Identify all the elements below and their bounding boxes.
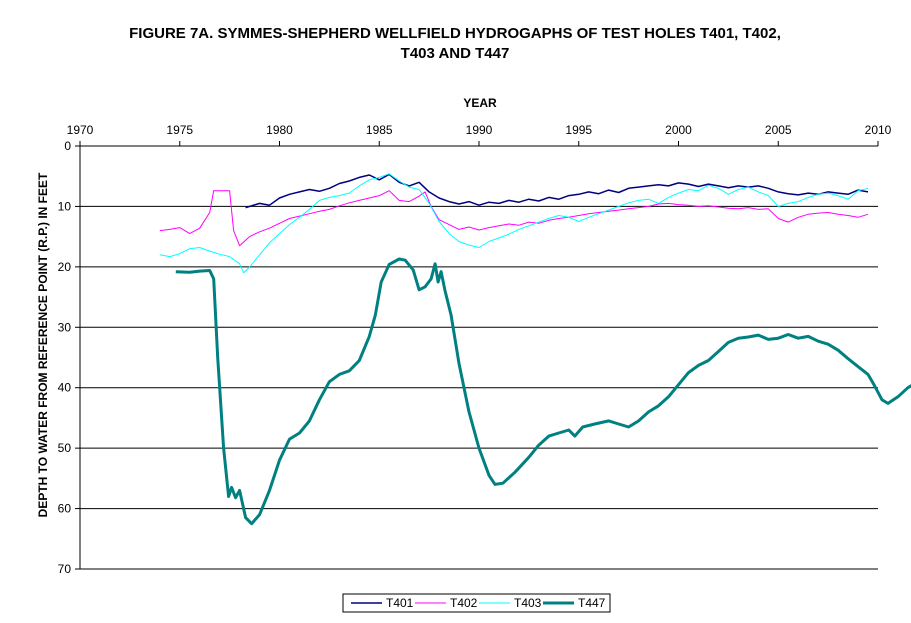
legend-label-t402: T402 — [450, 596, 478, 610]
x-tick-label: 1985 — [366, 123, 393, 137]
legend-label-t401: T401 — [386, 596, 414, 610]
series-line-t403 — [159, 173, 869, 274]
grid-lines — [80, 205, 878, 570]
y-tick-label: 60 — [58, 502, 72, 516]
y-tick-label: 20 — [58, 260, 72, 274]
legend-label-t403: T403 — [514, 596, 542, 610]
legend: T401 T402 T403 T447 — [342, 593, 611, 613]
y-tick-label: 10 — [58, 199, 72, 213]
x-tick-label: 1975 — [166, 123, 193, 137]
y-tick-label: 40 — [58, 381, 72, 395]
series-line-t402 — [159, 190, 869, 247]
axes: 0 10 20 30 40 50 60 70 1970 1975 1980 1985 1990 1995 2… — [58, 123, 892, 576]
legend-box — [342, 593, 611, 613]
x-tick-label: 1995 — [565, 123, 592, 137]
x-tick-label: 1970 — [67, 123, 94, 137]
x-tick-label: 2010 — [865, 123, 892, 137]
x-tick-label: 1990 — [466, 123, 493, 137]
series-line-t447 — [175, 257, 911, 526]
y-axis-title: DEPTH TO WATER FROM REFERENCE POINT (R.P… — [36, 172, 50, 517]
y-tick-label: 50 — [58, 441, 72, 455]
y-tick-label: 30 — [58, 320, 72, 334]
series-line-t401 — [245, 173, 869, 209]
plot-area — [80, 146, 878, 569]
x-tick-label: 1980 — [266, 123, 293, 137]
chart-title: FIGURE 7A. SYMMES-SHEPHERD WELLFIELD HYD… — [129, 25, 781, 42]
series-lines — [159, 173, 911, 526]
chart-subtitle: T403 AND T447 — [401, 45, 510, 62]
x-axis-title: YEAR — [463, 96, 497, 110]
y-tick-label: 0 — [64, 139, 71, 153]
legend-label-t447: T447 — [578, 596, 606, 610]
y-tick-label: 70 — [58, 562, 72, 576]
x-tick-label: 2005 — [765, 123, 792, 137]
x-tick-label: 2000 — [665, 123, 692, 137]
